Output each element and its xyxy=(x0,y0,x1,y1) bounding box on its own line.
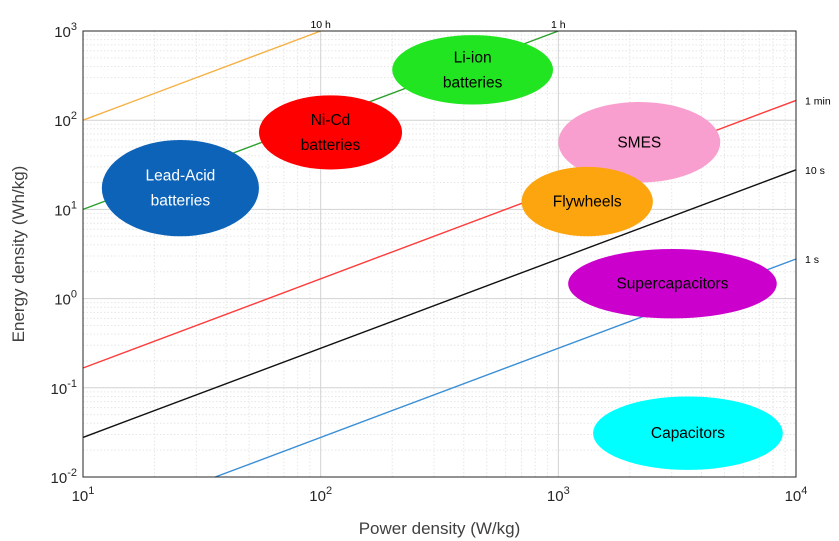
region-label: Lead-Acid xyxy=(145,168,215,185)
y-tick-labels: 10-2 10-1 100 101 102 103 xyxy=(51,21,77,487)
region-label: Supercapacitors xyxy=(616,276,728,293)
region: Flywheels xyxy=(521,166,653,237)
y-tick-label: 10-1 xyxy=(51,378,77,398)
time-line-label: 10 s xyxy=(805,165,825,177)
x-tick-label: 104 xyxy=(785,485,808,505)
region-ellipse xyxy=(593,396,783,470)
region: Capacitors xyxy=(593,396,783,470)
region-label: Ni-Cd xyxy=(311,112,351,129)
time-line-label: 1 min xyxy=(805,95,831,107)
y-tick-label: 101 xyxy=(54,199,77,219)
region-label: Flywheels xyxy=(553,194,622,211)
time-line xyxy=(82,30,321,121)
y-axis-title: Energy density (Wh/kg) xyxy=(9,166,28,343)
region: Ni-Cd batteries xyxy=(258,95,403,170)
time-line-label: 1 s xyxy=(805,254,819,266)
region-label: batteries xyxy=(301,137,361,154)
x-axis-title: Power density (W/kg) xyxy=(359,519,521,538)
region: Lead-Acid batteries xyxy=(101,139,259,237)
x-tick-label: 103 xyxy=(547,485,570,505)
y-tick-label: 102 xyxy=(54,110,77,130)
region: Supercapacitors xyxy=(568,248,777,319)
time-line-labels: 10 h 1 h 1 min 10 s 1 s xyxy=(310,19,830,266)
x-tick-label: 101 xyxy=(72,485,95,505)
y-tick-label: 103 xyxy=(54,21,77,41)
technology-regions: Lead-Acid batteries Ni-Cd batteries Li-ion ba… xyxy=(101,35,783,470)
region-label: batteries xyxy=(443,74,503,91)
region-ellipse xyxy=(392,35,554,105)
region: Li-ion batteries xyxy=(392,35,554,105)
region-label: Capacitors xyxy=(651,425,725,442)
y-tick-label: 100 xyxy=(54,289,77,309)
region-ellipse xyxy=(558,101,721,183)
region-label: batteries xyxy=(151,193,211,210)
region-ellipse xyxy=(568,248,777,319)
x-tick-label: 102 xyxy=(309,485,332,505)
time-line xyxy=(82,169,797,439)
plot-frame xyxy=(82,30,797,478)
x-tick-labels: 101 102 103 104 xyxy=(72,485,808,505)
time-line-label: 10 h xyxy=(310,19,331,31)
time-line-label: 1 h xyxy=(551,19,566,31)
region-label: Li-ion xyxy=(454,49,492,66)
region-label: SMES xyxy=(617,134,661,151)
region-ellipse xyxy=(101,139,259,237)
region-ellipse xyxy=(521,166,653,237)
y-tick-label: 10-2 xyxy=(51,467,77,487)
region-ellipse xyxy=(258,95,403,170)
region: SMES xyxy=(558,101,721,183)
